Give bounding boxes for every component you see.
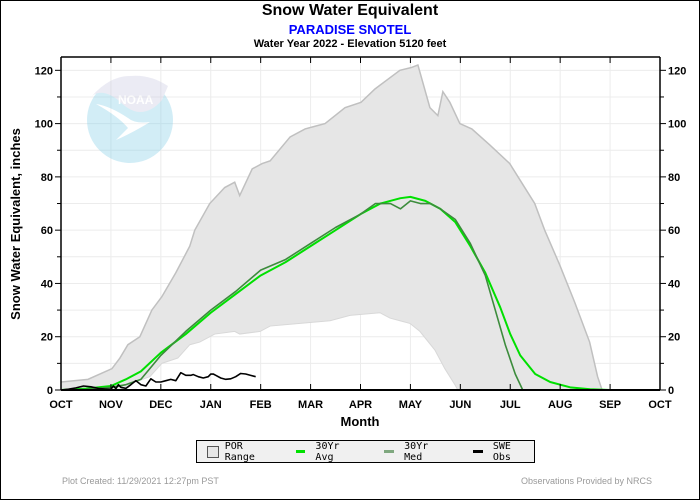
x-tick-label: FEB [250,399,272,411]
legend-item-obs: SWE Obs [473,441,534,463]
y-tick-label-left: 80 [41,172,53,184]
y-tick-label-right: 120 [668,65,686,77]
station-name: PARADISE SNOTEL [288,22,412,37]
legend-label-avg: 30Yr Avg [315,440,340,463]
y-tick-label-left: 100 [35,119,53,131]
y-tick-label-left: 20 [41,332,53,344]
legend-swatch-por [207,445,219,458]
noaa-logo-icon: NOAA [87,75,173,163]
x-tick-label: JUN [449,399,471,411]
x-tick-label: NOV [99,399,124,411]
legend-label-med: 30Yr Med [404,440,429,463]
chart-title: Snow Water Equivalent [261,2,439,19]
noaa-logo-text: NOAA [118,93,154,107]
y-tick-label-right: 100 [668,119,686,131]
por-range-upper-edge [60,63,603,391]
y-tick-label-right: 80 [668,172,680,184]
legend-item-avg: 30Yr Avg [295,440,363,463]
por-range-area [60,63,603,391]
x-tick-label: MAY [399,399,423,411]
axes [55,56,666,391]
x-tick-label: OCT [49,399,73,411]
chart-legend: POR Range 30Yr Avg 30Yr Med SWE Obs [196,440,535,463]
legend-swatch-avg [295,450,306,453]
y-tick-label-right: 20 [668,332,680,344]
y-tick-label-right: 40 [668,278,680,290]
x-tick-label: OCT [648,399,672,411]
x-tick-label: JUL [500,399,521,411]
y-tick-label-right: 0 [668,385,674,397]
x-tick-label: JAN [200,399,222,411]
y-tick-label-left: 120 [35,65,53,77]
y-tick-label-right: 60 [668,225,680,237]
avg-line [60,195,660,391]
median-line [60,200,660,391]
x-tick-label: DEC [149,399,172,411]
legend-label-obs: SWE Obs [492,440,511,463]
plot-created-text: Plot Created: 11/29/2021 12:27pm PST [62,476,219,486]
y-tick-label-left: 40 [41,278,53,290]
y-tick-label-left: 0 [47,385,53,397]
x-tick-label: AUG [548,399,572,411]
y-tick-label-left: 60 [41,225,53,237]
x-tick-label: APR [349,399,372,411]
y-axis-label: Snow Water Equivalent, inches [8,128,23,320]
tick-labels: 0 0 20 20 40 40 60 60 80 80 100 100 120 120 OCT NOV DEC J… [35,65,687,411]
por-range-lower-edge [61,312,459,391]
x-tick-label: MAR [298,399,323,411]
legend-swatch-obs [473,450,483,453]
x-tick-label: SEP [599,399,621,411]
legend-label-por: POR Range [224,440,255,463]
chart-subtitle: Water Year 2022 - Elevation 5120 feet [253,38,447,50]
credit-text: Observations Provided by NRCS [520,476,652,486]
legend-swatch-med [384,450,395,453]
x-axis-label: Month [341,414,380,429]
legend-item-med: 30Yr Med [384,441,451,463]
legend-item-por: POR Range [207,441,278,463]
por-range-fill [61,64,603,390]
